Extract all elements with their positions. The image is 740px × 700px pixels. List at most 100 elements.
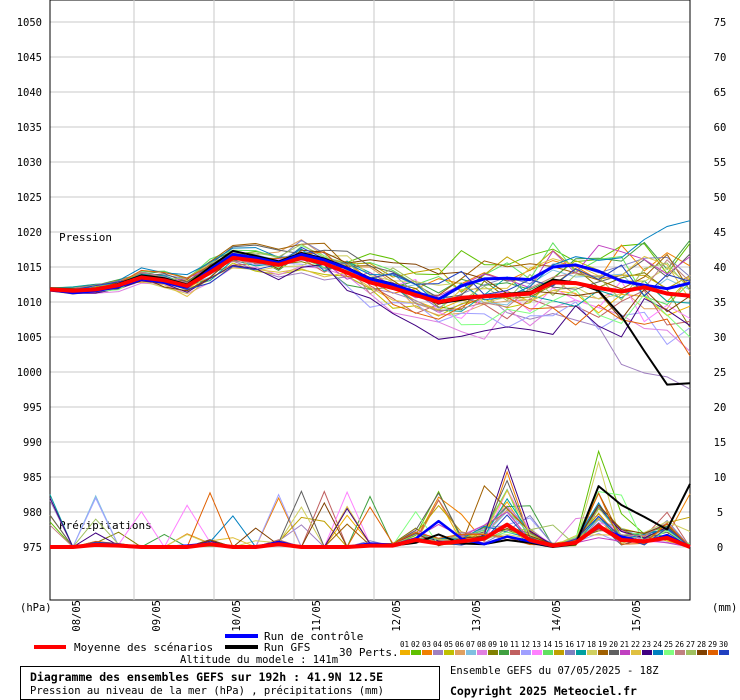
legend-pert-swatch [532,650,542,655]
legend-pert-swatch [587,650,597,655]
legend-pert-swatch [598,650,608,655]
left-tick-label: 1040 [17,87,42,99]
legend-pert-number: 15 [554,640,563,649]
legend-pert-number: 05 [444,640,453,649]
right-tick-label: 10 [714,472,727,484]
left-tick-label: 990 [23,437,42,449]
title-box: Diagramme des ensembles GEFS sur 192h : … [20,666,440,700]
x-tick-label: 10/05 [231,600,243,632]
left-tick-label: 1015 [17,262,42,274]
left-tick-label: 1020 [17,227,42,239]
right-tick-label: 70 [714,52,727,64]
legend-pert-swatch [719,650,729,655]
left-tick-label: 1030 [17,157,42,169]
legend-pert-number: 08 [477,640,487,649]
left-tick-label: 1045 [17,52,42,64]
run-info: Ensemble GEFS du 07/05/2025 - 18Z [450,665,659,677]
legend-pert-number: 10 [499,640,509,649]
legend-pert-number: 06 [455,640,465,649]
left-tick-label: 1000 [17,367,42,379]
legend-pert-number: 24 [653,640,663,649]
legend-perts-label: 30 Perts. [339,646,399,659]
legend-pert-swatch [620,650,630,655]
legend-pert-swatch [422,650,432,655]
legend-pert-number: 17 [576,640,585,649]
legend-pert-swatch [576,650,586,655]
left-tick-label: 985 [23,472,42,484]
legend-pert-swatch [697,650,707,655]
legend-pert-number: 21 [620,640,629,649]
legend-pert-number: 20 [609,640,619,649]
legend-pert-number: 19 [598,640,607,649]
member-pressure-line [49,249,691,321]
x-tick-label: 15/05 [631,600,643,632]
legend-pert-number: 04 [433,640,443,649]
legend-gfs-label: Run GFS [264,641,310,654]
left-tick-label: 1050 [17,17,42,29]
legend-pert-number: 11 [510,640,519,649]
legend-pert-swatch [675,650,685,655]
precip-panel-label: Précipitations [59,519,152,532]
legend-pert-number: 09 [488,640,497,649]
legend-pert-number: 12 [521,640,530,649]
legend-pert-swatch [521,650,531,655]
right-tick-label: 55 [714,157,727,169]
legend-pert-swatch [642,650,652,655]
left-axis-unit: (hPa) [20,602,52,614]
member-pressure-line [49,244,691,299]
right-tick-label: 15 [714,437,727,449]
legend-pert-number: 07 [466,640,475,649]
legend-pert-number: 14 [543,640,553,649]
right-tick-label: 60 [714,122,727,134]
right-tick-label: 0 [717,542,723,554]
left-tick-label: 975 [23,542,42,554]
legend-pert-swatch [609,650,619,655]
legend-pert-number: 23 [642,640,651,649]
pressure-panel-label: Pression [59,231,112,244]
legend-pert-swatch [631,650,641,655]
x-tick-label: 13/05 [471,600,483,632]
member-pressure-line [49,220,691,304]
right-axis-unit: (mm) [712,602,737,614]
right-tick-label: 30 [714,332,727,344]
legend-pert-swatch [565,650,575,655]
legend-pert-number: 16 [565,640,575,649]
legend-pert-number: 03 [422,640,431,649]
legend-pert-number: 22 [631,640,640,649]
left-tick-label: 980 [23,507,42,519]
left-tick-label: 1010 [17,297,42,309]
legend-pert-number: 30 [719,640,729,649]
left-tick-label: 1005 [17,332,42,344]
legend-pert-swatch [477,650,487,655]
right-tick-label: 65 [714,87,727,99]
legend-pert-swatch [653,650,663,655]
legend-mean-label: Moyenne des scénarios [74,641,213,654]
left-tick-label: 1035 [17,122,42,134]
member-pressure-line [49,251,691,312]
legend-pert-swatch [510,650,520,655]
legend-pert-number: 13 [532,640,541,649]
legend-control-label: Run de contrôle [264,630,363,643]
right-tick-label: 25 [714,367,727,379]
legend-pert-number: 29 [708,640,717,649]
legend-pert-swatch [411,650,421,655]
mean-precip-line [50,522,691,549]
legend-pert-number: 26 [675,640,685,649]
legend-pert-swatch [543,650,553,655]
x-tick-label: 11/05 [311,600,323,632]
left-tick-label: 1025 [17,192,42,204]
legend-pert-swatch [686,650,696,655]
mean-pressure-line [49,255,691,304]
x-tick-label: 09/05 [151,600,163,632]
legend-pert-number: 27 [686,640,695,649]
chart-title: Diagramme des ensembles GEFS sur 192h : … [30,670,384,684]
right-tick-label: 50 [714,192,727,204]
left-tick-label: 995 [23,402,42,414]
x-tick-label: 14/05 [551,600,563,632]
legend-pert-number: 25 [664,640,673,649]
legend-pert-number: 28 [697,640,707,649]
legend-pert-number: 01 [400,640,409,649]
legend-pert-number: 02 [411,640,420,649]
legend-pert-swatch [466,650,476,655]
